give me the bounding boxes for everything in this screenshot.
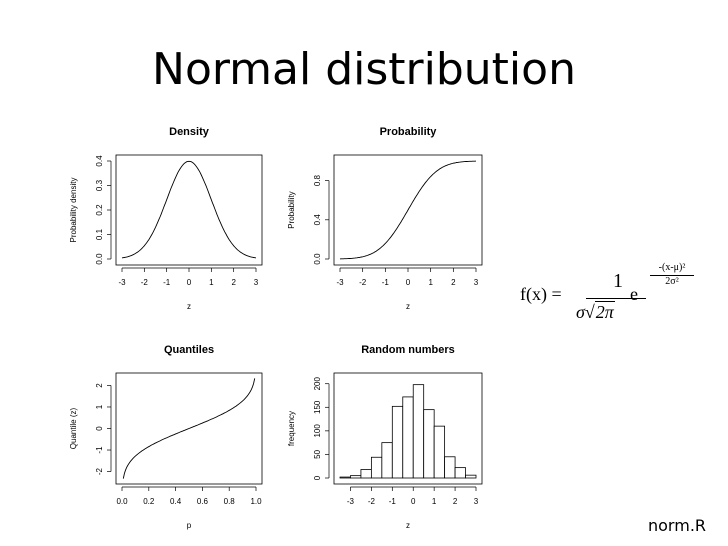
x-axis-label: p: [187, 521, 192, 530]
chart-title: Quantiles: [164, 344, 214, 356]
x-tick-label: -2: [359, 278, 367, 287]
formula-exponent-numerator: -(x-μ)²: [658, 262, 686, 273]
formula-lhs: f(x) =: [520, 284, 562, 304]
y-axis-label: frequency: [287, 411, 296, 446]
x-tick-label: 3: [254, 278, 259, 287]
x-tick-label: 3: [474, 497, 479, 506]
histogram-bar: [370, 456, 383, 479]
y-tick-label: 0.4: [95, 155, 104, 167]
x-tick-label: 3: [474, 278, 479, 287]
y-tick-label: 0: [95, 426, 104, 431]
y-axis-label: Probability density: [69, 178, 78, 243]
x-tick-label: 1.0: [250, 497, 262, 506]
y-tick-label: 0.3: [95, 179, 104, 191]
x-axis-label: z: [406, 521, 410, 530]
chart-title: Random numbers: [361, 344, 455, 356]
x-tick-label: 2: [231, 278, 236, 287]
normal-pdf-formula: f(x) = 1 σ√2π e -(x-μ)² 2σ²: [518, 262, 698, 332]
formula-sqrt-arg: 2π: [594, 301, 615, 322]
series-line: [339, 160, 477, 260]
x-tick-label: 0: [187, 278, 192, 287]
footer-filename: norm.R: [648, 516, 707, 535]
x-tick-label: 2: [453, 497, 458, 506]
y-tick-label: 0.2: [95, 204, 104, 216]
y-axis-label: Probability: [287, 191, 296, 228]
series-line: [121, 160, 257, 259]
x-tick-label: 0.6: [197, 497, 209, 506]
x-tick-label: 0.0: [116, 497, 128, 506]
x-tick-label: 1: [209, 278, 214, 287]
formula-exponent-bar: [650, 275, 694, 276]
y-tick-label: 100: [313, 424, 322, 438]
y-tick-label: 0.0: [95, 253, 104, 265]
x-tick-label: -1: [163, 278, 171, 287]
y-tick-label: 150: [313, 400, 322, 414]
x-tick-label: -1: [389, 497, 397, 506]
histogram-bar: [402, 396, 414, 479]
x-tick-label: 0.2: [143, 497, 155, 506]
y-tick-label: 0.0: [313, 253, 322, 265]
x-tick-label: -1: [382, 278, 390, 287]
sqrt-icon: √: [584, 302, 595, 322]
series-line: [122, 378, 256, 479]
x-tick-label: -3: [118, 278, 126, 287]
histogram-bar: [465, 474, 477, 479]
x-tick-label: 0.4: [170, 497, 182, 506]
y-tick-label: -1: [95, 446, 104, 454]
plot-frame: [115, 372, 263, 485]
formula-numerator: 1: [613, 270, 623, 292]
x-tick-label: 1: [428, 278, 433, 287]
formula-sigma: σ: [576, 302, 585, 322]
histogram-bar: [339, 476, 351, 479]
y-tick-label: 1: [95, 404, 104, 409]
y-tick-label: 0.4: [313, 214, 322, 226]
histogram-bar: [391, 405, 404, 479]
x-tick-label: 0.8: [224, 497, 236, 506]
histogram-bar: [381, 442, 393, 479]
x-axis-label: z: [406, 302, 410, 311]
y-tick-label: 2: [95, 383, 104, 388]
x-tick-label: 1: [432, 497, 437, 506]
x-tick-label: -3: [347, 497, 355, 506]
plot-frame: [333, 154, 483, 266]
formula-denominator: σ√2π: [576, 301, 615, 323]
x-tick-label: -2: [368, 497, 376, 506]
x-tick-label: -2: [141, 278, 149, 287]
y-axis-label: Quantile (z): [69, 407, 78, 449]
y-tick-label: 0.1: [95, 228, 104, 240]
y-tick-label: -2: [95, 467, 104, 475]
chart-title: Probability: [380, 126, 438, 138]
x-axis-label: z: [187, 302, 191, 311]
histogram-bar: [433, 425, 446, 479]
formula-base: e: [630, 284, 638, 304]
histogram-bar: [412, 384, 425, 479]
plot-frame: [333, 372, 483, 485]
y-tick-label: 50: [313, 449, 322, 458]
y-tick-label: 200: [313, 376, 322, 390]
histogram-bar: [350, 475, 362, 479]
histogram-bar: [360, 469, 372, 479]
plot-frame: [115, 154, 263, 266]
slide-title: Normal distribution: [152, 44, 576, 95]
y-tick-label: 0: [313, 475, 322, 480]
x-tick-label: -3: [336, 278, 344, 287]
y-tick-label: 0.8: [313, 174, 322, 186]
x-tick-label: 2: [451, 278, 456, 287]
x-tick-label: 0: [406, 278, 411, 287]
formula-fraction-bar: [586, 298, 646, 299]
x-tick-label: 0: [411, 497, 416, 506]
histogram-bar: [454, 467, 466, 479]
histogram-bar: [423, 409, 435, 479]
histogram-bar: [444, 456, 456, 479]
formula-exponent-denominator: 2σ²: [665, 276, 679, 287]
chart-title: Density: [169, 126, 210, 138]
